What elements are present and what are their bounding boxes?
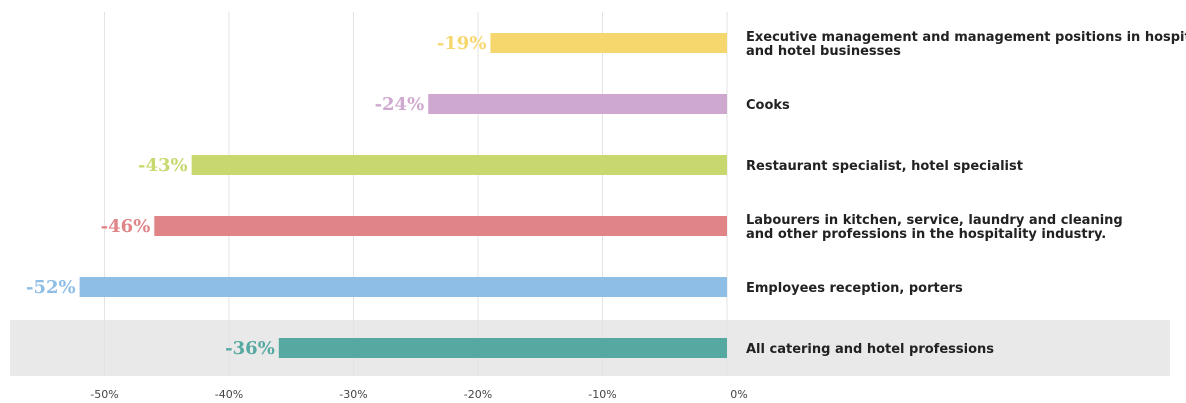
bar-value-label: -36%: [225, 338, 275, 359]
bar[interactable]: [154, 216, 728, 236]
category-label-line: Restaurant specialist, hotel specialist: [746, 159, 1023, 174]
x-tick-label: -20%: [464, 388, 492, 401]
x-tick-label: 0%: [730, 388, 747, 401]
category-label-line: and other professions in the hospitality…: [746, 227, 1106, 242]
x-tick-label: -50%: [90, 388, 118, 401]
bar[interactable]: [490, 33, 727, 53]
category-label: All catering and hotel professions: [746, 342, 994, 357]
category-label-line: and hotel businesses: [746, 44, 901, 59]
bar-value-label: -46%: [101, 216, 151, 237]
category-label-line: All catering and hotel professions: [746, 342, 994, 357]
bar-value-label: -24%: [375, 94, 425, 115]
bar-value-label: -43%: [138, 155, 188, 176]
category-label: Cooks: [746, 98, 790, 113]
bar[interactable]: [278, 338, 727, 358]
bar[interactable]: [191, 155, 727, 175]
bar[interactable]: [428, 94, 727, 114]
bar-value-label: -52%: [26, 277, 76, 298]
category-label: Labourers in kitchen, service, laundry a…: [746, 213, 1123, 242]
category-label-line: Executive management and management posi…: [746, 30, 1186, 45]
category-label: Employees reception, porters: [746, 281, 963, 296]
x-tick-label: -10%: [588, 388, 616, 401]
category-label: Restaurant specialist, hotel specialist: [746, 159, 1023, 174]
x-tick-label: -40%: [215, 388, 243, 401]
category-label-line: Employees reception, porters: [746, 281, 963, 296]
category-label-line: Labourers in kitchen, service, laundry a…: [746, 213, 1123, 228]
category-label: Executive management and management posi…: [746, 30, 1186, 59]
x-tick-label: -30%: [339, 388, 367, 401]
bar[interactable]: [79, 277, 728, 297]
bar-value-label: -19%: [437, 33, 487, 54]
category-label-line: Cooks: [746, 98, 790, 113]
